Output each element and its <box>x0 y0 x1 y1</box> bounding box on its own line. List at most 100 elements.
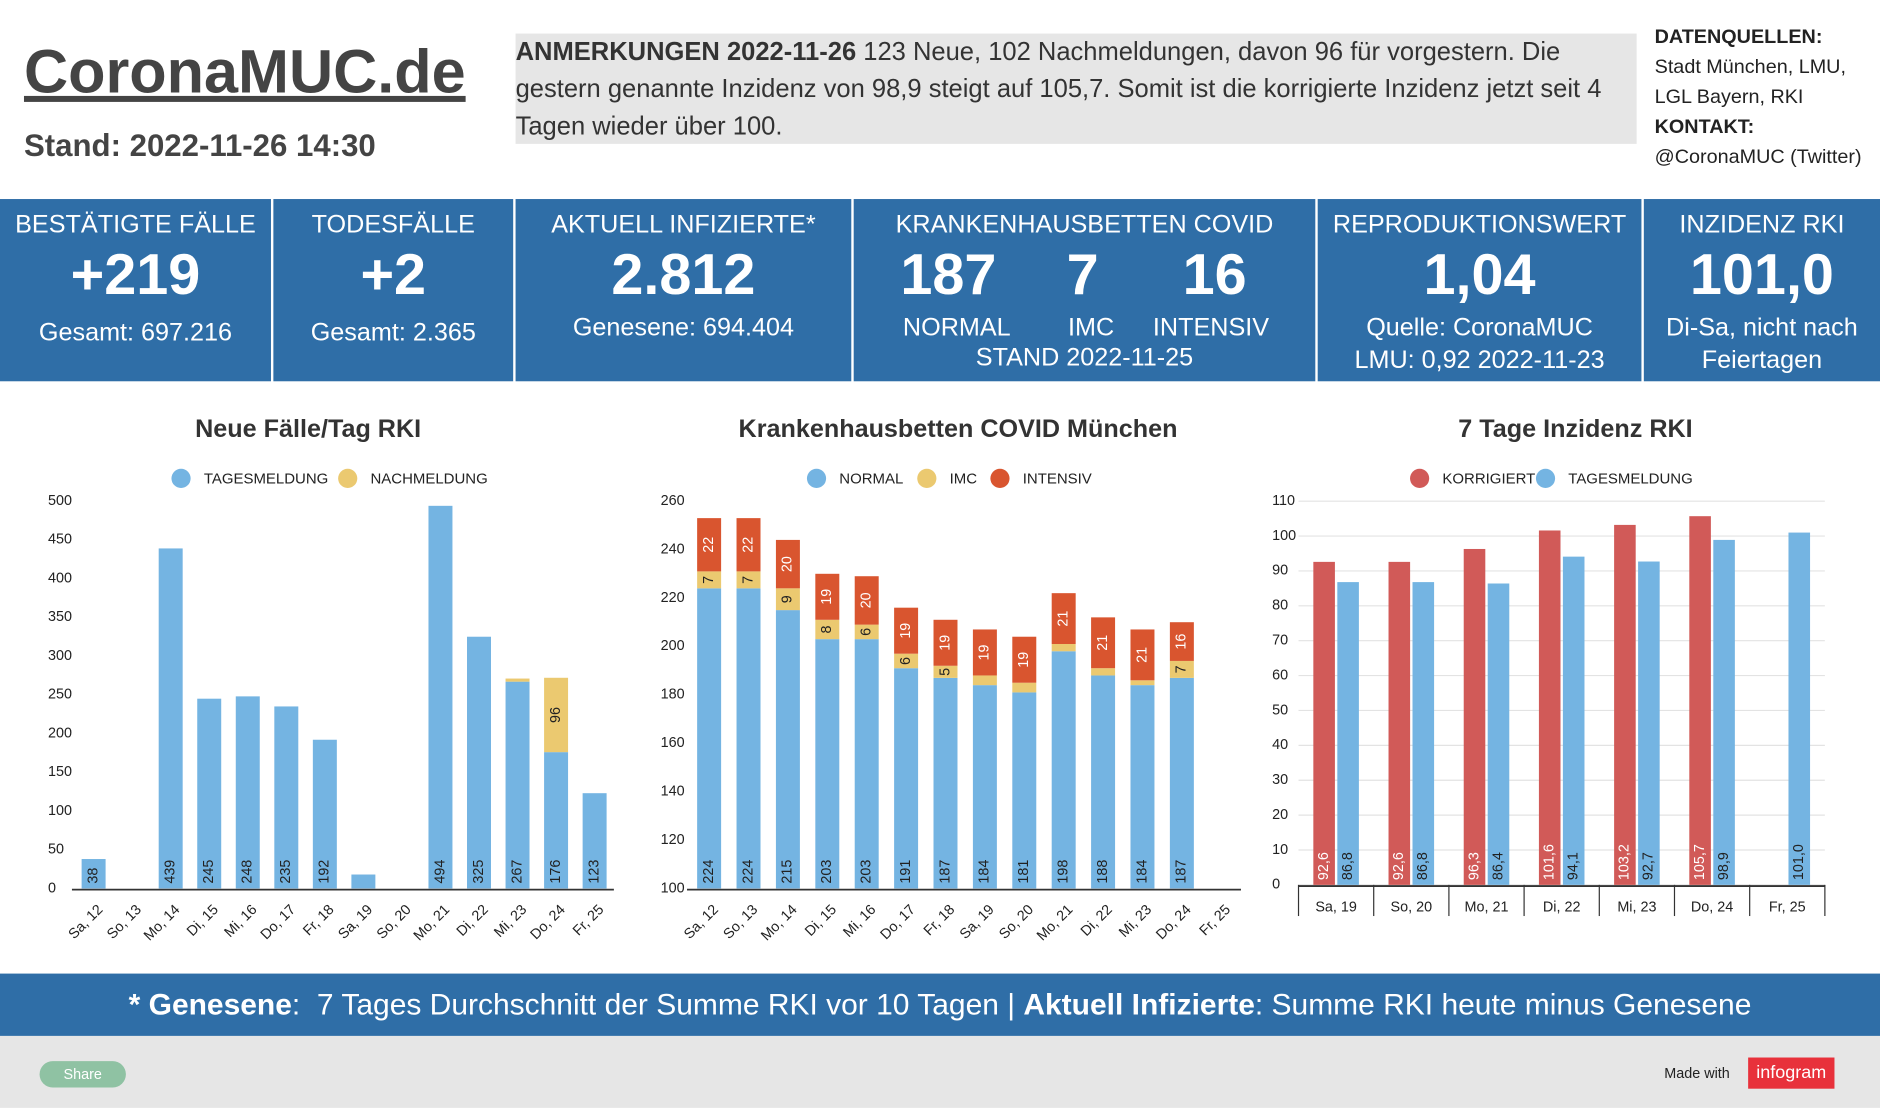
legend-label: TAGESMELDUNG <box>204 471 328 488</box>
brand: infogram <box>1748 1057 1835 1089</box>
stat-title: AKTUELL INFIZIERTE* <box>551 211 816 239</box>
x-tick-label: Fr, 18 <box>300 902 337 939</box>
bar-segment <box>815 639 840 889</box>
source-line: DATENQUELLEN: <box>1654 26 1823 48</box>
x-tick-label: Mo, 21 <box>1034 902 1076 944</box>
y-tick-label: 50 <box>48 842 64 858</box>
legend-marker <box>1535 468 1556 488</box>
data-label: 187 <box>937 860 953 884</box>
bar-segment <box>81 859 106 889</box>
footer-text: Aktuell Infizierte <box>1023 987 1255 1022</box>
data-label: 123 <box>586 860 602 884</box>
footer-text: : Summe RKI heute minus Genesene <box>1254 987 1752 1022</box>
bar-segment <box>894 653 919 669</box>
stat-box: TODESFÄLLE +2 Gesamt: 2.365 <box>273 199 514 382</box>
bar-segment <box>697 588 722 889</box>
data-label: 7 <box>740 576 756 584</box>
data-label: 20 <box>859 592 875 608</box>
x-tick-label: So, 20 <box>374 902 415 943</box>
y-tick-label: 100 <box>48 803 72 819</box>
bar-segment <box>775 588 800 611</box>
legend-label: IMC <box>950 471 978 488</box>
notes: ANMERKUNGEN 2022-11-26 123 Neue, 102 Nac… <box>515 33 1637 144</box>
x-tick-label: So, 13 <box>721 902 762 943</box>
bar-segment <box>351 874 376 889</box>
data-label: 16 <box>1174 634 1190 650</box>
bar-segment <box>854 624 879 640</box>
share-button[interactable]: Share <box>39 1061 126 1088</box>
stat-title: REPRODUKTIONSWERT <box>1332 211 1627 239</box>
bar-segment <box>894 607 919 654</box>
stat-box: KRANKENHAUSBETTEN COVID 187 7 16 NORMAL … <box>853 199 1316 382</box>
x-tick-label: Mo, 21 <box>411 902 453 944</box>
bar-segment <box>197 698 222 889</box>
bar-segment <box>1130 680 1155 686</box>
data-label: 21 <box>1134 647 1150 663</box>
x-tick-label: Di, 22 <box>1078 902 1116 940</box>
y-tick-label: 30 <box>1272 772 1288 788</box>
stat-value: 187 <box>900 243 997 307</box>
legend-label: NORMAL <box>839 471 903 488</box>
stat-value: 2.812 <box>611 243 756 307</box>
y-tick-label: 300 <box>48 648 72 664</box>
data-label: 215 <box>780 860 796 884</box>
y-tick-label: 0 <box>1272 877 1280 893</box>
footer-text: : 7 Tages Durchschnitt der Summe RKI vor… <box>291 987 1024 1022</box>
data-label: 494 <box>432 860 448 884</box>
x-tick-label: Sa, 12 <box>66 902 107 943</box>
x-tick-label: Do, 24 <box>1691 899 1733 915</box>
stat-sub: Genesene: 694.404 <box>572 314 795 342</box>
data-label: 96,3 <box>1466 852 1482 880</box>
bar-segment <box>274 706 299 889</box>
y-tick-label: 500 <box>48 493 72 509</box>
footer-text: * Genesene <box>128 987 292 1022</box>
footer: * Genesene: 7 Tages Durchschnitt der Sum… <box>0 973 1880 1036</box>
source-line: @CoronaMUC (Twitter) <box>1654 146 1862 168</box>
x-tick-label: Sa, 19 <box>957 902 998 943</box>
data-label: 9 <box>780 595 796 603</box>
stat-label: INTENSIV <box>1152 314 1270 342</box>
bar-segment <box>544 677 569 753</box>
data-label: 105,7 <box>1692 844 1708 880</box>
source-line: LGL Bayern, RKI <box>1654 86 1804 108</box>
data-label: 19 <box>1016 652 1032 668</box>
bar-segment <box>736 518 761 572</box>
bar-segment <box>1051 643 1076 652</box>
y-tick-label: 10 <box>1272 842 1288 858</box>
x-tick-label: Fr, 25 <box>570 902 607 939</box>
bar-segment <box>467 636 491 889</box>
bar-segment <box>815 573 840 620</box>
data-label: 187 <box>1174 860 1190 884</box>
stat-sub: LMU: 0,92 2022-11-23 <box>1354 346 1605 375</box>
y-tick-label: 120 <box>661 832 685 848</box>
data-label: 19 <box>819 589 835 605</box>
y-tick-label: 250 <box>48 687 72 703</box>
bar-segment <box>697 518 722 572</box>
x-tick-label: Fr, 25 <box>1769 899 1806 915</box>
bar-segment <box>854 639 879 889</box>
data-label: 184 <box>977 860 993 884</box>
legend-label: INTENSIV <box>1023 471 1092 488</box>
x-tick-label: Mi, 16 <box>840 902 879 941</box>
bar-segment <box>1091 675 1116 889</box>
x-tick-label: Di, 22 <box>1543 899 1581 915</box>
x-tick-label: Do, 17 <box>258 902 299 943</box>
bar <box>1638 561 1660 885</box>
data-label: 181 <box>1016 860 1032 884</box>
x-tick-label: Mi, 23 <box>1617 899 1656 915</box>
bottom-bar: Share Made with infogram <box>0 1035 1880 1108</box>
sources: DATENQUELLEN: Stadt München, LMU, LGL Baye… <box>1655 23 1862 173</box>
y-tick-label: 200 <box>661 638 685 654</box>
bar-segment <box>854 576 879 625</box>
bar <box>1487 583 1510 885</box>
bar-segment <box>1051 651 1076 889</box>
bar-segment <box>1169 677 1194 889</box>
y-tick-label: 160 <box>661 735 685 751</box>
data-label: 198 <box>1055 860 1071 884</box>
data-label: 96 <box>548 707 564 723</box>
data-label: 5 <box>937 668 953 676</box>
legend-marker <box>990 468 1010 488</box>
bar-segment <box>972 685 997 889</box>
